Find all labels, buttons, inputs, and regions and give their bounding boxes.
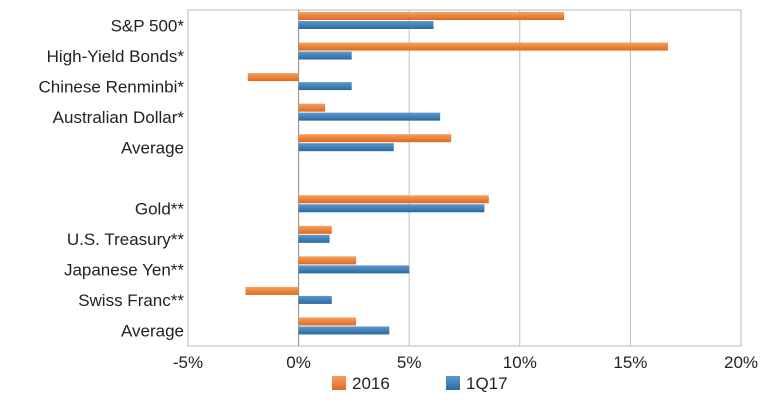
x-tick-label: -5% xyxy=(173,353,203,372)
bar-2016 xyxy=(298,12,565,20)
category-label: S&P 500* xyxy=(111,16,185,35)
x-tick-label: 10% xyxy=(503,353,537,372)
category-label: U.S. Treasury** xyxy=(67,230,185,249)
legend: 2016 1Q17 xyxy=(332,374,508,393)
bar-1Q17 xyxy=(298,143,394,152)
bar-2016 xyxy=(298,42,669,51)
x-tick-labels: -5% 0% 5% 10% 15% 20% xyxy=(173,353,758,372)
bar-2016 xyxy=(298,225,332,234)
category-label: Average xyxy=(121,322,184,341)
legend-swatch xyxy=(332,376,346,390)
bar-1Q17 xyxy=(298,82,352,91)
bar-2016 xyxy=(298,317,357,326)
bar-2016 xyxy=(298,256,357,265)
bar-1Q17 xyxy=(298,204,485,213)
x-tick-label: 20% xyxy=(724,353,758,372)
category-label: Australian Dollar* xyxy=(53,108,185,127)
category-label: Gold** xyxy=(135,200,185,219)
category-label: Average xyxy=(121,138,184,157)
bar-1Q17 xyxy=(298,326,390,335)
bar-1Q17 xyxy=(298,21,434,29)
legend-label: 2016 xyxy=(352,374,390,393)
bar-2016 xyxy=(245,286,299,295)
x-tick-label: 0% xyxy=(286,353,311,372)
bars xyxy=(245,12,669,335)
bar-1Q17 xyxy=(298,51,352,60)
bar-2016 xyxy=(298,103,326,112)
bar-2016 xyxy=(298,134,452,143)
plot-frame xyxy=(187,9,742,347)
bar-2016 xyxy=(298,195,489,204)
bar-1Q17 xyxy=(298,295,332,304)
bar-1Q17 xyxy=(298,234,330,243)
category-label: High-Yield Bonds* xyxy=(47,47,185,66)
category-label: Japanese Yen** xyxy=(64,261,184,280)
category-label: Chinese Renminbi* xyxy=(38,77,184,96)
gridlines xyxy=(187,9,742,347)
x-tick-label: 15% xyxy=(613,353,647,372)
legend-label: 1Q17 xyxy=(466,374,508,393)
legend-swatch xyxy=(446,376,460,390)
bar-1Q17 xyxy=(298,265,410,274)
bar-2016 xyxy=(247,73,299,82)
bar-1Q17 xyxy=(298,112,441,121)
category-label: Swiss Franc** xyxy=(78,291,184,310)
x-tick-label: 5% xyxy=(397,353,422,372)
category-labels: S&P 500* High-Yield Bonds* Chinese Renminb… xyxy=(38,16,184,340)
